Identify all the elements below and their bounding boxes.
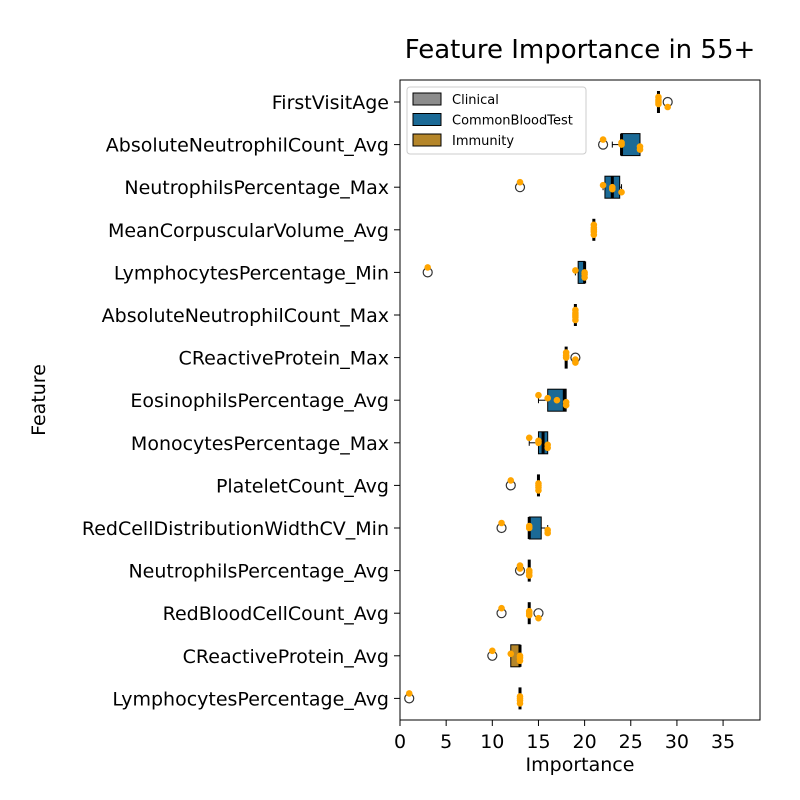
- data-point-0: [507, 477, 515, 484]
- data-point-4: [535, 614, 542, 622]
- y-tick-label-13: CReactiveProtein_Avg: [183, 646, 389, 668]
- y-tick-label-3: MeanCorpuscularVolume_Avg: [108, 220, 389, 242]
- plot-area: [404, 91, 673, 710]
- data-point-4: [562, 401, 570, 409]
- legend-swatch-2: [412, 133, 442, 147]
- data-point-4: [618, 188, 625, 196]
- feature-group-4: [422, 260, 588, 284]
- data-point-3: [525, 611, 533, 619]
- chart-title: Feature Importance in 55+: [405, 35, 756, 65]
- x-tick-label-6: 30: [665, 731, 689, 753]
- feature-group-5: [572, 304, 579, 326]
- feature-group-6: [562, 346, 581, 369]
- y-axis-label: Feature: [28, 364, 50, 436]
- y-tick-label-4: LymphocytesPercentage_Min: [114, 262, 389, 284]
- feature-group-12: [496, 602, 544, 625]
- legend-swatch-0: [412, 92, 442, 106]
- plot-frame: [399, 79, 761, 721]
- x-tick-label-0: 0: [394, 731, 406, 753]
- x-axis-label: Importance: [526, 754, 635, 776]
- legend-box: [406, 86, 587, 155]
- feature-group-3: [590, 218, 598, 241]
- data-point-0: [489, 647, 496, 655]
- y-tick-label-11: NeutrophilsPercentage_Avg: [128, 561, 389, 583]
- x-tick-label-7: 35: [711, 731, 735, 753]
- legend-label-1: CommonBloodTest: [452, 114, 573, 129]
- data-point-4: [636, 146, 644, 153]
- x-tick-label-5: 25: [619, 731, 643, 753]
- axis-ticks: FirstVisitAge AbsoluteNeutrophilCount_Avg…: [82, 92, 735, 753]
- feature-group-8: [525, 431, 551, 455]
- data-point-0: [498, 604, 505, 612]
- feature-group-2: [514, 175, 625, 199]
- y-tick-label-0: FirstVisitAge: [272, 92, 389, 114]
- feature-group-14: [404, 687, 524, 710]
- y-tick-label-6: CReactiveProtein_Max: [179, 348, 389, 370]
- legend-label-0: Clinical: [452, 93, 499, 108]
- data-point-0: [405, 690, 413, 697]
- legend: Clinical CommonBloodTest Immunity: [406, 86, 587, 155]
- data-point-1: [544, 394, 551, 402]
- data-point-1: [516, 565, 524, 572]
- data-point-4: [572, 316, 579, 324]
- data-point-0: [424, 264, 431, 271]
- data-point-4: [544, 444, 551, 452]
- data-point-1: [572, 267, 579, 274]
- data-point-0: [516, 178, 524, 186]
- data-point-4: [581, 274, 588, 281]
- data-point-3: [655, 100, 662, 108]
- data-point-4: [516, 657, 524, 665]
- y-tick-label-10: RedCellDistributionWidthCV_Min: [82, 518, 389, 540]
- feature-group-9: [505, 474, 542, 497]
- data-point-1: [507, 650, 515, 658]
- legend-swatch-1: [412, 113, 442, 126]
- y-tick-label-5: AbsoluteNeutrophilCount_Max: [102, 305, 389, 327]
- legend-label-2: Immunity: [452, 134, 514, 149]
- data-point-0: [599, 136, 607, 143]
- data-point-4: [516, 700, 524, 707]
- data-point-0: [498, 519, 505, 527]
- data-point-4: [572, 359, 579, 366]
- data-point-2: [553, 396, 561, 404]
- data-point-2: [618, 141, 625, 148]
- data-point-4: [544, 529, 551, 537]
- y-tick-label-8: MonocytesPercentage_Max: [131, 433, 389, 455]
- data-point-4: [525, 572, 533, 579]
- data-point-3: [609, 185, 616, 193]
- data-point-0: [535, 391, 542, 399]
- feature-group-10: [496, 516, 551, 540]
- data-point-0: [525, 434, 533, 442]
- feature-group-11: [514, 559, 533, 582]
- data-point-4: [664, 103, 671, 111]
- x-tick-label-3: 15: [526, 731, 550, 753]
- x-tick-label-4: 20: [573, 731, 597, 753]
- y-tick-label-1: AbsoluteNeutrophilCount_Avg: [106, 135, 389, 157]
- y-tick-label-2: NeutrophilsPercentage_Max: [124, 177, 389, 199]
- feature-group-13: [487, 644, 524, 668]
- x-tick-label-1: 5: [440, 731, 452, 753]
- data-point-1: [599, 181, 607, 189]
- y-tick-label-7: EosinophilsPercentage_Avg: [130, 390, 389, 412]
- data-point-2: [525, 524, 533, 532]
- feature-group-7: [535, 388, 570, 412]
- data-point-4: [535, 487, 542, 494]
- data-point-2: [562, 354, 570, 361]
- feature-group-0: [655, 91, 673, 113]
- feature-group-1: [597, 133, 644, 157]
- data-point-4: [590, 231, 598, 239]
- x-tick-label-2: 10: [480, 731, 504, 753]
- y-tick-label-14: LymphocytesPercentage_Avg: [112, 688, 389, 710]
- data-point-2: [535, 439, 542, 447]
- y-tick-label-12: RedBloodCellCount_Avg: [163, 603, 389, 625]
- y-tick-label-9: PlateletCount_Avg: [216, 475, 389, 497]
